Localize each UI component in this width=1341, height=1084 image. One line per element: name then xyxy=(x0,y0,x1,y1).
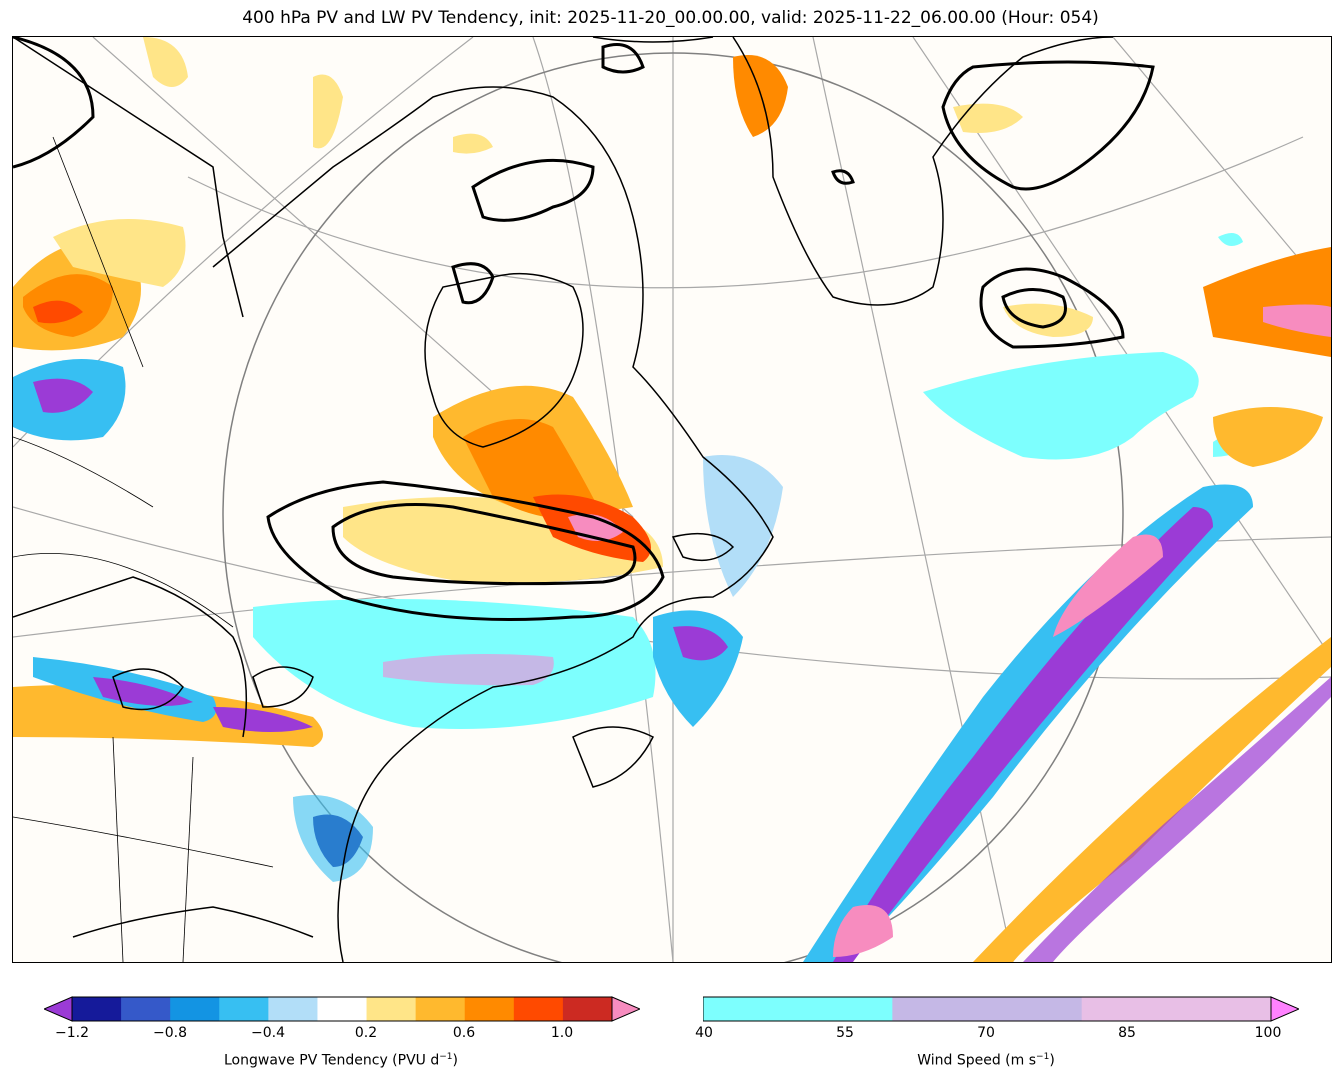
colorbar-segment xyxy=(1081,997,1272,1021)
colorbar-segment xyxy=(703,997,893,1021)
coastlines xyxy=(13,37,1114,962)
pv-tendency-shading xyxy=(13,37,1331,962)
colorbar-segment xyxy=(513,997,564,1021)
wind-colorbar-label: Wind Speed (m s−1) xyxy=(917,1052,1055,1069)
colorbar-extend-max xyxy=(1270,996,1299,1022)
colorbar-segment xyxy=(317,997,368,1021)
wind-speed-colorbar xyxy=(703,996,1299,1022)
colorbar-segment xyxy=(464,997,515,1021)
wind-tick: 40 xyxy=(695,1025,713,1041)
polar-circle xyxy=(222,52,1124,962)
wind-tick: 70 xyxy=(977,1025,995,1041)
colorbar-segment xyxy=(219,997,269,1021)
pv-tick: 0.6 xyxy=(452,1025,476,1041)
colorbar-segment xyxy=(366,997,417,1021)
pv-tick: −0.4 xyxy=(251,1025,285,1041)
colorbar-segment xyxy=(121,997,171,1021)
pv-tick: −1.2 xyxy=(55,1025,89,1041)
colorbar-segment xyxy=(268,997,318,1021)
colorbar-segment xyxy=(72,997,122,1021)
pv-contours xyxy=(13,37,1155,621)
map-canvas xyxy=(13,37,1331,962)
pv-tick: −0.8 xyxy=(153,1025,187,1041)
wind-tick: 85 xyxy=(1118,1025,1136,1041)
pv-colorbar-label: Longwave PV Tendency (PVU d−1) xyxy=(223,1052,459,1069)
wind-speed-shading xyxy=(253,233,1263,729)
pv-tendency-colorbar xyxy=(44,996,640,1022)
map-panel[interactable] xyxy=(12,36,1332,963)
wind-tick: 55 xyxy=(836,1025,854,1041)
colorbar-segment xyxy=(415,997,466,1021)
pv-tick: 0.2 xyxy=(354,1025,378,1041)
figure-title: 400 hPa PV and LW PV Tendency, init: 202… xyxy=(242,8,1099,28)
colorbar-segment xyxy=(562,997,613,1021)
graticule xyxy=(13,37,1331,962)
colorbar-extend-min xyxy=(44,996,73,1022)
pv-tick: 1.0 xyxy=(550,1025,574,1041)
colorbar-segment xyxy=(170,997,220,1021)
colorbar-segment xyxy=(892,997,1083,1021)
wind-tick: 100 xyxy=(1254,1025,1282,1041)
political-boundaries xyxy=(13,136,274,962)
colorbar-extend-max xyxy=(611,996,640,1022)
